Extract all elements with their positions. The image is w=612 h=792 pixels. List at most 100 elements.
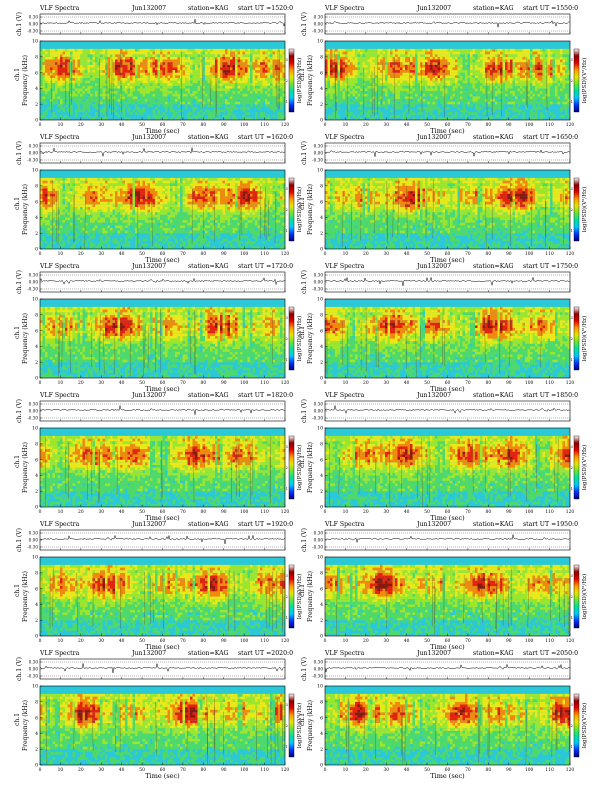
spectrogram-cell	[183, 86, 186, 89]
spectrogram-cell	[263, 62, 266, 65]
spectrogram-cell	[95, 65, 98, 68]
spectrogram-cell	[558, 54, 561, 57]
spectrogram-cell	[265, 57, 268, 60]
spectrogram-cell	[563, 67, 566, 70]
spectrogram-cell	[218, 110, 221, 113]
spectrogram-cell	[340, 94, 343, 97]
spectrogram-cell	[163, 57, 166, 60]
spectrogram-cell	[388, 81, 391, 84]
spectrogram-cell	[380, 52, 383, 55]
spectrogram-cell	[433, 70, 436, 73]
spectrogram-cell	[60, 194, 63, 197]
spectrogram-cell	[410, 112, 413, 115]
spectrogram-cell	[358, 102, 361, 105]
spectrogram-cell	[180, 52, 183, 55]
spectrogram-cell	[143, 83, 146, 86]
spectrogram-cell	[468, 104, 471, 107]
spectrogram-cell	[198, 81, 201, 84]
spectrogram-cell	[103, 88, 106, 91]
spectrogram-cell	[455, 57, 458, 60]
spectrogram-cell	[103, 83, 106, 86]
spectrogram-cell	[150, 60, 153, 63]
spectrogram-cell	[183, 52, 186, 55]
spectrogram-cell	[493, 96, 496, 99]
spectrogram-cell	[360, 52, 363, 55]
spectrogram-cell	[375, 115, 378, 118]
spectrogram-cell	[253, 102, 256, 105]
spectrogram-cell	[505, 88, 508, 91]
spectrogram-cell	[243, 75, 246, 78]
spectrogram-cell	[50, 217, 53, 220]
spectrogram-cell	[550, 94, 553, 97]
spectrogram-cell	[253, 83, 256, 86]
spectrogram-cell	[453, 115, 456, 118]
spectrogram-cell	[533, 104, 536, 107]
spectrogram-cell	[133, 73, 136, 76]
spectrogram-cell	[75, 73, 78, 76]
spectrogram-cell	[445, 99, 448, 102]
spectrogram-cell	[565, 57, 568, 60]
spectrogram-cell	[333, 75, 336, 78]
spectrogram-cell	[145, 102, 148, 105]
spectrogram-cell	[193, 78, 196, 81]
spectrogram-cell	[85, 60, 88, 63]
spectrogram-cell	[178, 65, 181, 68]
spectrogram-cell	[58, 228, 61, 231]
spectrogram-cell	[360, 67, 363, 70]
spectrogram-cell	[60, 223, 63, 226]
spectrogram-cell	[110, 52, 113, 55]
spectrogram-cell	[358, 78, 361, 81]
spectrogram-cell	[355, 94, 358, 97]
spectrogram-cell	[90, 86, 93, 89]
spectrogram-cell	[545, 88, 548, 91]
spectrogram-cell	[118, 78, 121, 81]
spectrogram-cell	[500, 81, 503, 84]
spectrogram-cell	[118, 86, 121, 89]
spectrogram-cell	[350, 81, 353, 84]
spectrogram-cell	[153, 78, 156, 81]
spectrogram-cell	[190, 70, 193, 73]
spectrogram-cell	[248, 91, 251, 94]
spectrogram-cell	[50, 188, 53, 191]
spectrogram-cell	[65, 231, 68, 234]
spectrogram-cell	[365, 62, 368, 65]
spectrogram-cell	[103, 73, 106, 76]
spectrogram-cell	[475, 67, 478, 70]
spectrogram-cell	[555, 96, 558, 99]
spectrogram-cell	[523, 99, 526, 102]
spectrogram-cell	[63, 110, 66, 113]
spectrogram-cell	[80, 78, 83, 81]
spectrogram-cell	[385, 99, 388, 102]
spectrogram-cell	[273, 99, 276, 102]
spectrogram-cell	[545, 96, 548, 99]
spectrogram-cell	[363, 70, 366, 73]
spectrogram-cell	[173, 110, 176, 113]
spectrogram-cell	[198, 94, 201, 97]
spectrogram-cell	[105, 117, 108, 120]
spectrogram-cell	[498, 112, 501, 115]
spectrogram-cell	[88, 102, 91, 105]
spectrogram-cell	[438, 96, 441, 99]
spectrogram-cell	[218, 83, 221, 86]
spectrogram-cell	[63, 215, 66, 218]
spectrogram-cell	[395, 96, 398, 99]
spectrogram-cell	[518, 112, 521, 115]
spectrogram-cell	[185, 73, 188, 76]
spectrogram-cell	[408, 54, 411, 57]
spectrogram-cell	[325, 91, 328, 94]
spectrogram-cell	[65, 49, 68, 52]
spectrogram-cell	[138, 73, 141, 76]
spectrogram-cell	[83, 102, 86, 105]
spectrogram-cell	[245, 86, 248, 89]
spectrogram-cell	[208, 49, 211, 52]
spectrogram-cell	[53, 88, 56, 91]
spectrogram-cell	[75, 65, 78, 68]
spectrogram-cell	[63, 188, 66, 191]
spectrogram-cell	[488, 49, 491, 52]
spectrogram-cell	[233, 88, 236, 91]
spectrogram-cell	[540, 102, 543, 105]
spectrogram-cell	[173, 78, 176, 81]
spectrogram-cell	[348, 70, 351, 73]
spectrogram-cell	[355, 62, 358, 65]
spectrogram-cell	[65, 183, 68, 186]
